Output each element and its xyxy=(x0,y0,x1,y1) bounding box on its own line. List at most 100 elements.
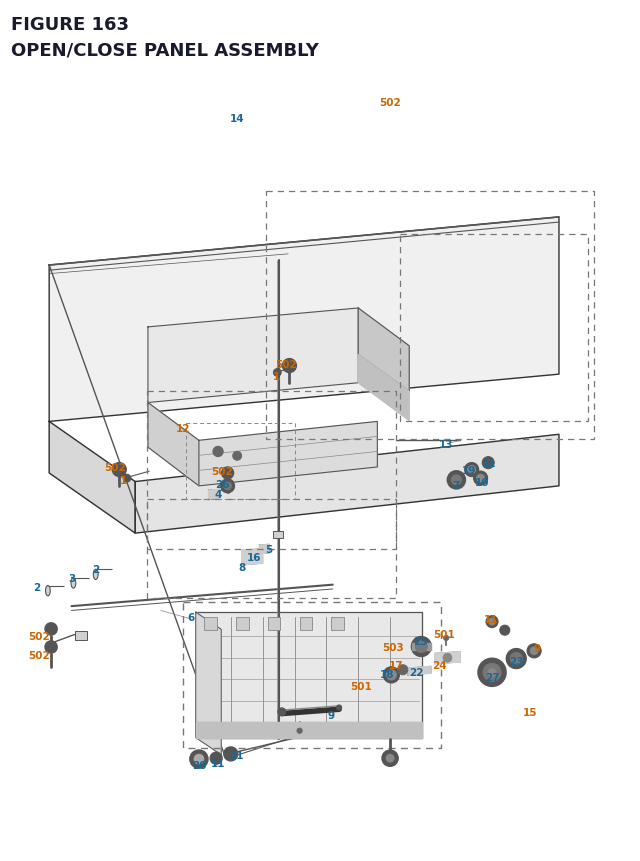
Text: 501: 501 xyxy=(433,629,455,640)
Circle shape xyxy=(227,751,234,758)
Polygon shape xyxy=(243,549,262,565)
Circle shape xyxy=(447,471,465,489)
Text: 18: 18 xyxy=(380,669,394,679)
Circle shape xyxy=(45,623,57,635)
Text: 6: 6 xyxy=(188,612,195,623)
Polygon shape xyxy=(49,422,135,534)
Text: OPEN/CLOSE PANEL ASSEMBLY: OPEN/CLOSE PANEL ASSEMBLY xyxy=(12,41,319,59)
Ellipse shape xyxy=(45,585,51,596)
Bar xyxy=(147,499,396,598)
Text: 24: 24 xyxy=(432,660,447,670)
Text: 15: 15 xyxy=(523,707,538,717)
Circle shape xyxy=(451,475,461,486)
Polygon shape xyxy=(148,308,358,403)
Text: 502: 502 xyxy=(28,631,50,641)
Bar xyxy=(75,631,88,640)
Polygon shape xyxy=(196,612,422,738)
Bar xyxy=(186,424,294,499)
Text: 12: 12 xyxy=(176,424,190,434)
Circle shape xyxy=(415,641,428,653)
Polygon shape xyxy=(435,652,460,664)
Polygon shape xyxy=(408,666,431,675)
Circle shape xyxy=(194,754,204,765)
Text: FIGURE 163: FIGURE 163 xyxy=(12,16,129,34)
Text: 503: 503 xyxy=(383,641,404,652)
Text: 1: 1 xyxy=(273,371,280,381)
Text: 17: 17 xyxy=(389,660,404,670)
Text: 16: 16 xyxy=(246,553,261,562)
Circle shape xyxy=(233,452,242,461)
Circle shape xyxy=(443,653,452,662)
Text: 2: 2 xyxy=(92,565,99,574)
Text: 502: 502 xyxy=(28,650,50,660)
Text: 11: 11 xyxy=(211,759,225,769)
Circle shape xyxy=(478,659,506,686)
Text: 9: 9 xyxy=(328,710,335,721)
Circle shape xyxy=(112,463,126,477)
Circle shape xyxy=(297,728,302,734)
Polygon shape xyxy=(209,490,220,500)
Circle shape xyxy=(444,635,449,641)
Text: 2: 2 xyxy=(33,583,40,592)
Circle shape xyxy=(486,616,498,628)
Bar xyxy=(183,602,441,748)
Polygon shape xyxy=(199,422,378,486)
Circle shape xyxy=(282,359,296,373)
Text: 1: 1 xyxy=(120,475,127,486)
Bar xyxy=(266,192,594,439)
Text: 502: 502 xyxy=(275,359,297,369)
Text: 14: 14 xyxy=(230,114,244,124)
Polygon shape xyxy=(196,612,221,755)
Circle shape xyxy=(477,474,484,482)
Circle shape xyxy=(488,618,495,625)
Circle shape xyxy=(383,667,399,683)
Polygon shape xyxy=(148,403,199,486)
Circle shape xyxy=(210,753,222,765)
Polygon shape xyxy=(358,308,409,392)
Text: 502: 502 xyxy=(380,97,401,108)
Polygon shape xyxy=(259,545,269,554)
Circle shape xyxy=(468,466,476,474)
Text: 7: 7 xyxy=(452,480,460,491)
Bar xyxy=(332,617,344,630)
Circle shape xyxy=(510,653,522,665)
Bar xyxy=(399,235,588,422)
Text: 22: 22 xyxy=(409,667,424,678)
Text: 10: 10 xyxy=(475,477,489,487)
Text: 5: 5 xyxy=(266,544,273,554)
Bar xyxy=(204,617,217,630)
Polygon shape xyxy=(135,435,559,534)
Circle shape xyxy=(527,644,541,658)
Circle shape xyxy=(221,468,234,480)
Circle shape xyxy=(190,750,208,768)
Text: 502: 502 xyxy=(104,462,125,473)
Circle shape xyxy=(221,480,235,493)
Polygon shape xyxy=(49,218,559,422)
Ellipse shape xyxy=(93,569,98,579)
Circle shape xyxy=(386,754,394,762)
Text: 9: 9 xyxy=(533,643,540,653)
Text: 21: 21 xyxy=(228,750,243,760)
Circle shape xyxy=(273,369,281,377)
Circle shape xyxy=(278,709,285,715)
Circle shape xyxy=(488,668,496,677)
Text: 19: 19 xyxy=(462,466,476,476)
Bar xyxy=(236,617,248,630)
Text: 501: 501 xyxy=(351,681,372,691)
Circle shape xyxy=(213,447,223,457)
Text: 25: 25 xyxy=(413,635,428,646)
Text: 13: 13 xyxy=(439,439,453,449)
Polygon shape xyxy=(196,722,422,738)
Circle shape xyxy=(382,751,398,766)
Circle shape xyxy=(483,664,501,681)
Circle shape xyxy=(337,705,342,710)
Circle shape xyxy=(213,755,219,761)
Circle shape xyxy=(224,747,237,761)
Text: 20: 20 xyxy=(191,760,206,771)
Text: 502: 502 xyxy=(212,467,234,477)
Bar xyxy=(300,617,312,630)
Circle shape xyxy=(412,637,431,657)
Circle shape xyxy=(483,457,494,469)
Text: 27: 27 xyxy=(484,672,499,682)
Circle shape xyxy=(45,641,57,653)
